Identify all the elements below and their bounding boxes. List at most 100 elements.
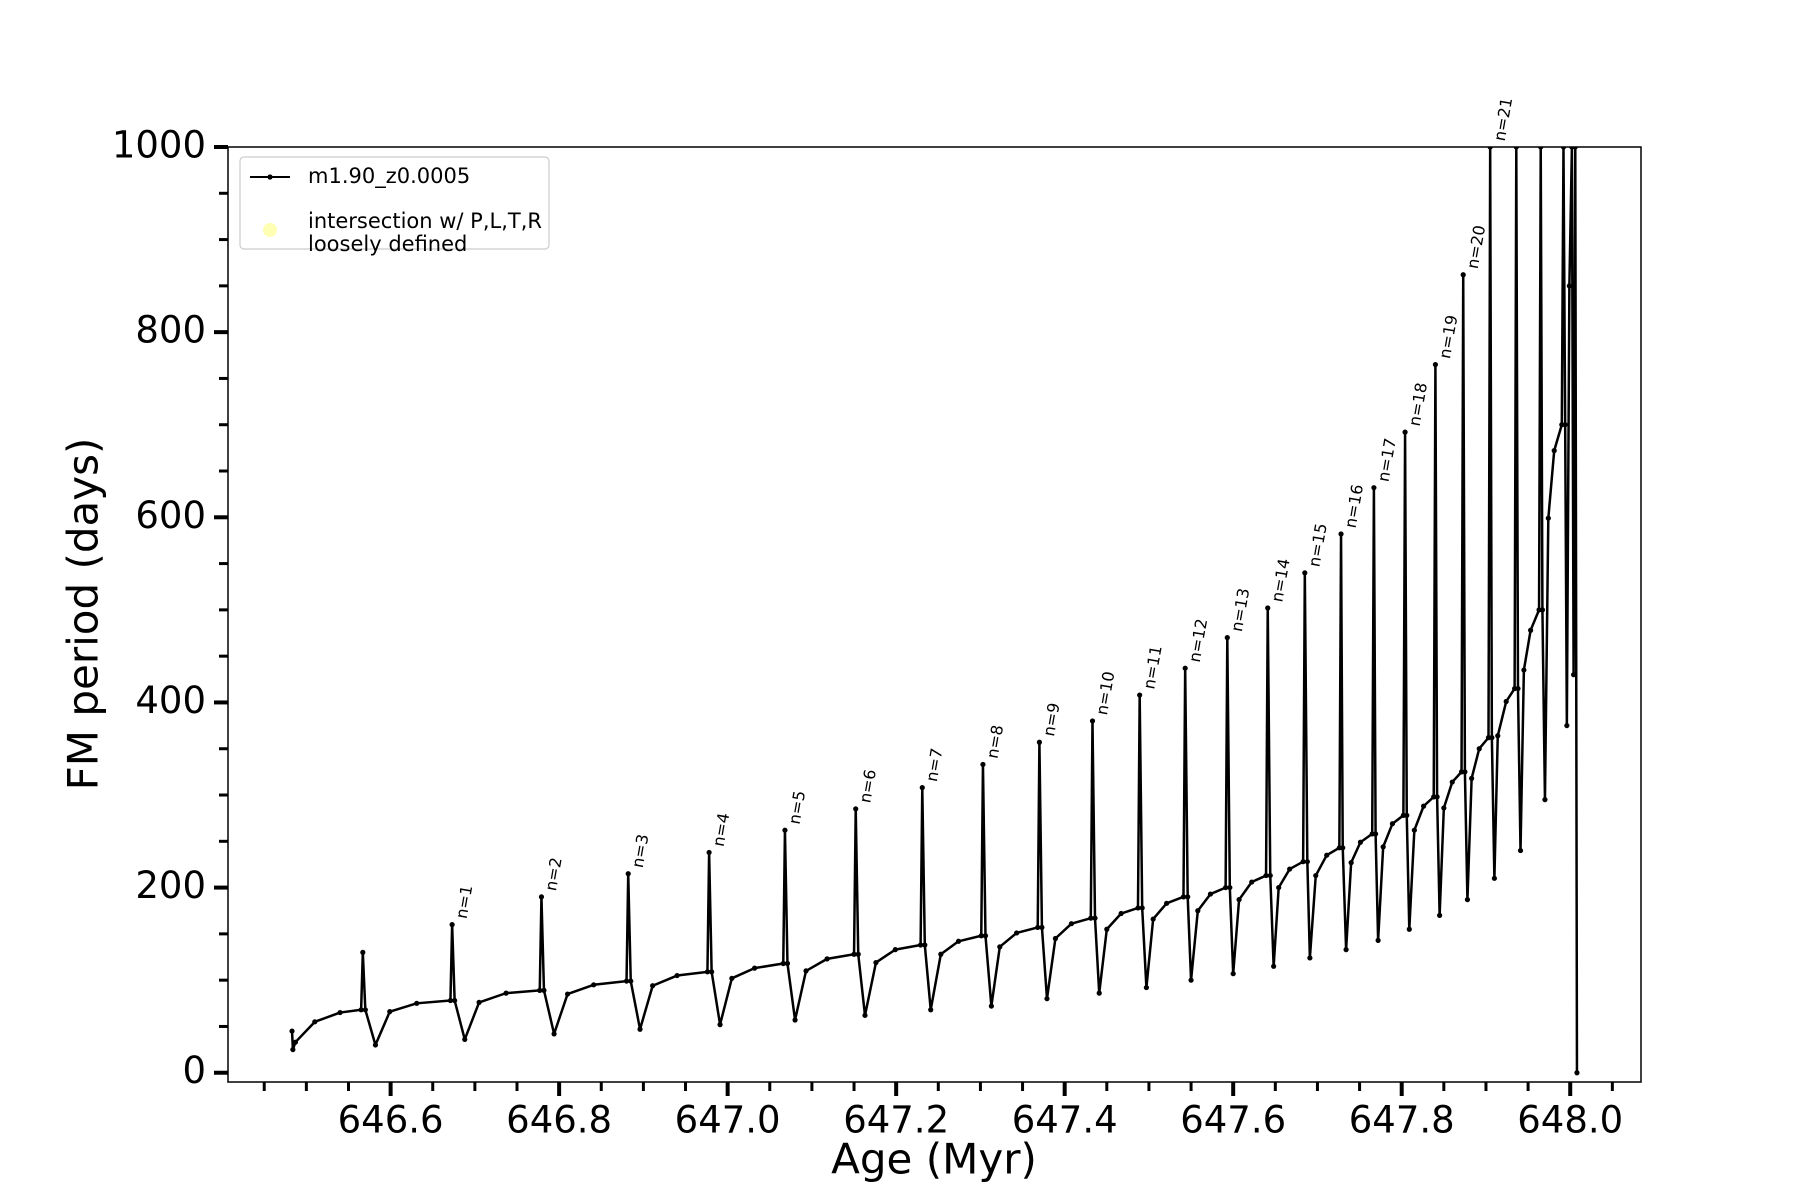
data-point [1265, 605, 1271, 611]
x-tick-label: 646.6 [338, 1099, 444, 1142]
data-point [1469, 775, 1475, 781]
data-point [1230, 971, 1236, 977]
data-point [1104, 926, 1110, 932]
annotation: n=21 [1490, 96, 1516, 143]
data-point [1164, 900, 1170, 906]
data-point [1460, 272, 1466, 278]
data-point [674, 972, 680, 979]
data-point [1528, 627, 1534, 633]
data-point [982, 933, 989, 939]
data-point [1441, 805, 1447, 811]
x-tick-label: 648.0 [1517, 1099, 1623, 1142]
data-point [1380, 844, 1386, 850]
data-point [1338, 531, 1344, 537]
data-point [1304, 859, 1310, 865]
x-tick-label: 647.8 [1349, 1099, 1455, 1142]
data-point [1044, 996, 1050, 1002]
data-point [1137, 692, 1143, 698]
data-point [1236, 897, 1242, 903]
data-point [1118, 910, 1124, 917]
data-point [1572, 147, 1578, 150]
data-point [1052, 935, 1059, 942]
data-point [729, 975, 735, 981]
data-point [824, 956, 830, 962]
data-point [980, 761, 986, 768]
data-point [447, 997, 454, 1004]
data-point [1180, 894, 1187, 900]
data-point [312, 1019, 318, 1025]
data-point [1302, 570, 1308, 576]
data-point [704, 969, 711, 975]
data-point [564, 991, 571, 997]
data-point [1223, 884, 1229, 891]
data-point [938, 951, 944, 957]
data-point [1375, 937, 1381, 943]
data-point [503, 990, 509, 996]
data-point [780, 960, 786, 967]
data-point [1307, 955, 1313, 961]
data-point [997, 944, 1003, 950]
data-point [1517, 847, 1524, 854]
data-point [541, 987, 547, 993]
data-point [803, 968, 809, 974]
data-point [1560, 147, 1567, 150]
data-point [873, 959, 879, 966]
data-point [1068, 921, 1075, 927]
data-point [1182, 665, 1188, 671]
data-point [1263, 872, 1269, 879]
data-point [387, 1009, 393, 1015]
data-point [1340, 845, 1346, 851]
data-point [792, 1017, 798, 1023]
y-tick-label: 0 [182, 1049, 206, 1092]
data-point [1207, 891, 1214, 897]
data-point [360, 949, 366, 955]
data-point [1224, 635, 1230, 641]
data-point [917, 942, 924, 948]
data-point [462, 1036, 468, 1043]
data-point [1464, 897, 1471, 903]
data-point [1300, 859, 1306, 865]
data-point [1096, 990, 1102, 996]
data-point [289, 1028, 295, 1034]
data-point [1515, 685, 1521, 692]
data-point [628, 978, 634, 984]
data-point [1487, 147, 1493, 150]
data-point [1495, 733, 1501, 739]
data-point [782, 827, 788, 833]
data-point [988, 1003, 994, 1009]
data-point [1092, 915, 1098, 921]
data-point [928, 1007, 934, 1013]
data-point [1039, 924, 1045, 931]
data-point [1249, 879, 1255, 885]
data-point [853, 806, 859, 812]
data-point [650, 983, 656, 989]
data-point [1545, 515, 1551, 521]
data-point [1462, 769, 1468, 775]
x-axis-label: Age (Myr) [831, 1135, 1037, 1184]
data-point [1035, 924, 1041, 931]
data-point [862, 1012, 868, 1018]
data-point [1539, 607, 1546, 613]
data-point [784, 960, 791, 967]
data-point [372, 1042, 379, 1048]
y-tick-label: 600 [135, 494, 206, 537]
data-point [1421, 803, 1427, 809]
data-point [591, 982, 597, 988]
data-point [1088, 915, 1094, 921]
data-point [1371, 485, 1377, 491]
data-point [955, 938, 962, 944]
data-point [449, 922, 455, 928]
data-point [1566, 283, 1572, 289]
data-point [1150, 916, 1156, 922]
data-point [1574, 1070, 1580, 1076]
data-point [752, 965, 758, 971]
data-point [1434, 794, 1440, 800]
data-point [292, 1039, 299, 1045]
data-point [1089, 718, 1096, 724]
x-tick-label: 647.0 [675, 1099, 781, 1142]
data-point [892, 947, 898, 953]
plot-layer [289, 147, 1580, 1076]
y-axis-label: FM period (days) [59, 438, 108, 791]
data-point [1348, 859, 1354, 866]
